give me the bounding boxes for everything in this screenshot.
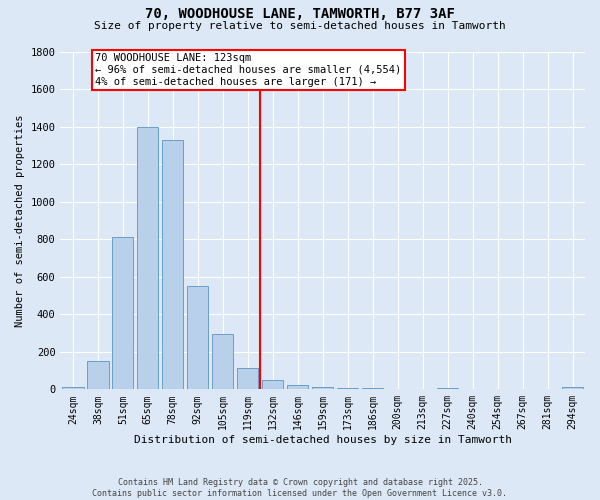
Bar [312, 388, 334, 390]
Bar [162, 140, 184, 390]
Bar [237, 368, 259, 390]
Bar [287, 384, 308, 390]
Bar [562, 388, 583, 390]
Bar [362, 388, 383, 390]
Bar [337, 388, 358, 390]
Bar [137, 126, 158, 390]
Bar [212, 334, 233, 390]
Bar [437, 388, 458, 390]
Y-axis label: Number of semi-detached properties: Number of semi-detached properties [15, 114, 25, 326]
Bar [112, 238, 133, 390]
X-axis label: Distribution of semi-detached houses by size in Tamworth: Distribution of semi-detached houses by … [134, 435, 512, 445]
Text: Contains HM Land Registry data © Crown copyright and database right 2025.
Contai: Contains HM Land Registry data © Crown c… [92, 478, 508, 498]
Bar [187, 286, 208, 390]
Bar [62, 386, 83, 390]
Bar [87, 361, 109, 390]
Text: Size of property relative to semi-detached houses in Tamworth: Size of property relative to semi-detach… [94, 21, 506, 31]
Text: 70 WOODHOUSE LANE: 123sqm
← 96% of semi-detached houses are smaller (4,554)
4% o: 70 WOODHOUSE LANE: 123sqm ← 96% of semi-… [95, 54, 401, 86]
Text: 70, WOODHOUSE LANE, TAMWORTH, B77 3AF: 70, WOODHOUSE LANE, TAMWORTH, B77 3AF [145, 8, 455, 22]
Bar [262, 380, 283, 390]
